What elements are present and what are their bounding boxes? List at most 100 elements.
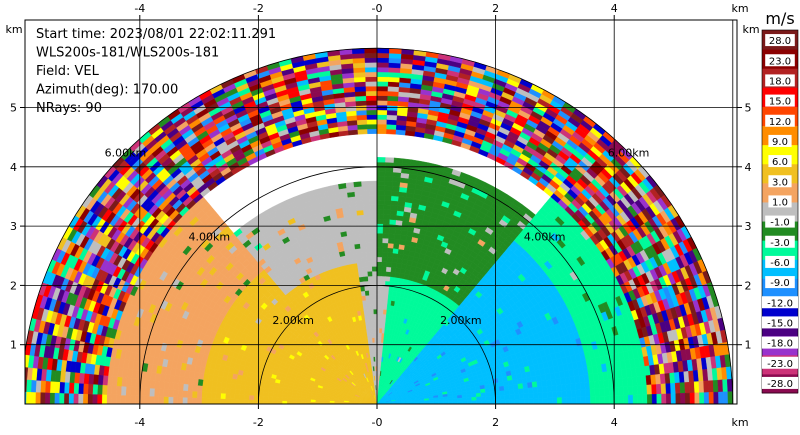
velocity-cell bbox=[376, 119, 388, 125]
velocity-cell bbox=[376, 85, 389, 92]
velocity-cell bbox=[366, 309, 371, 315]
velocity-cell bbox=[385, 275, 391, 282]
velocity-cell bbox=[388, 52, 402, 59]
velocity-cell bbox=[366, 261, 373, 268]
velocity-cell bbox=[389, 214, 398, 221]
velocity-cell bbox=[387, 86, 400, 92]
velocity-cell bbox=[220, 398, 226, 404]
velocity-cell bbox=[372, 294, 378, 300]
velocity-cell bbox=[376, 308, 381, 315]
velocity-cell bbox=[249, 385, 256, 392]
velocity-cell bbox=[376, 66, 390, 73]
velocity-cell bbox=[130, 386, 136, 396]
velocity-cell bbox=[381, 270, 387, 277]
velocity-cell bbox=[87, 393, 93, 404]
velocity-cell bbox=[130, 395, 136, 404]
velocity-cell bbox=[263, 391, 269, 397]
velocity-cell bbox=[39, 391, 46, 404]
velocity-cell bbox=[356, 214, 365, 221]
velocity-cell bbox=[369, 209, 378, 215]
velocity-cell bbox=[59, 381, 65, 394]
velocity-cell bbox=[120, 394, 126, 404]
velocity-cell bbox=[101, 384, 108, 395]
velocity-cell bbox=[365, 90, 378, 97]
velocity-cell bbox=[354, 195, 364, 202]
velocity-cell bbox=[365, 85, 378, 92]
velocity-cell bbox=[234, 388, 241, 395]
velocity-cell bbox=[97, 384, 103, 395]
velocity-cell bbox=[187, 383, 194, 392]
velocity-cell bbox=[168, 396, 174, 404]
velocity-cell bbox=[149, 379, 156, 389]
velocity-cell bbox=[376, 237, 384, 244]
velocity-cell bbox=[154, 380, 161, 390]
velocity-cell bbox=[277, 396, 283, 401]
velocity-cell bbox=[383, 199, 392, 206]
velocity-cell bbox=[354, 243, 361, 250]
velocity-cell bbox=[360, 247, 367, 254]
velocity-cell bbox=[365, 294, 370, 301]
velocity-cell bbox=[384, 190, 393, 197]
velocity-cell bbox=[243, 394, 250, 400]
velocity-cell bbox=[359, 242, 367, 249]
velocity-cell bbox=[391, 186, 401, 192]
velocity-cell bbox=[367, 270, 373, 277]
velocity-cell bbox=[182, 383, 189, 392]
velocity-cell bbox=[225, 393, 231, 400]
velocity-cell bbox=[361, 190, 370, 197]
velocity-cell bbox=[149, 387, 155, 397]
velocity-cell bbox=[380, 280, 386, 286]
velocity-cell bbox=[393, 238, 401, 245]
velocity-cell bbox=[215, 392, 222, 399]
velocity-cell bbox=[376, 57, 390, 63]
velocity-cell bbox=[376, 128, 387, 135]
velocity-cell bbox=[384, 166, 394, 173]
velocity-cell bbox=[382, 228, 390, 234]
velocity-cell bbox=[25, 354, 30, 368]
velocity-cell bbox=[376, 266, 383, 272]
velocity-cell bbox=[253, 399, 259, 404]
velocity-cell bbox=[371, 256, 378, 263]
velocity-cell bbox=[376, 294, 382, 300]
velocity-cell bbox=[111, 385, 117, 396]
velocity-cell bbox=[388, 76, 401, 83]
velocity-cell bbox=[163, 381, 170, 390]
velocity-cell bbox=[356, 119, 368, 126]
velocity-cell bbox=[355, 200, 364, 207]
velocity-cell bbox=[73, 382, 80, 394]
velocity-cell bbox=[352, 62, 366, 69]
velocity-cell bbox=[356, 209, 365, 216]
velocity-cell bbox=[380, 289, 386, 296]
velocity-cell bbox=[353, 272, 360, 279]
velocity-cell bbox=[383, 218, 391, 225]
velocity-cell bbox=[353, 181, 363, 188]
velocity-cell bbox=[376, 166, 386, 172]
velocity-cell bbox=[386, 261, 393, 268]
velocity-cell bbox=[356, 109, 368, 116]
velocity-cell bbox=[361, 180, 370, 187]
velocity-cell bbox=[379, 313, 384, 320]
velocity-cell bbox=[366, 252, 373, 258]
velocity-cell bbox=[388, 223, 397, 230]
velocity-cell bbox=[44, 392, 51, 404]
velocity-cell bbox=[63, 381, 70, 394]
velocity-cell bbox=[163, 388, 170, 397]
velocity-cell bbox=[30, 391, 36, 404]
velocity-cell bbox=[369, 294, 374, 301]
velocity-cell bbox=[277, 400, 283, 404]
velocity-cell bbox=[368, 180, 378, 187]
velocity-cell bbox=[364, 62, 378, 68]
velocity-cell bbox=[356, 257, 363, 264]
velocity-cell bbox=[355, 100, 367, 107]
velocity-cell bbox=[376, 318, 381, 324]
velocity-cell bbox=[392, 248, 400, 254]
velocity-cell bbox=[388, 71, 401, 78]
velocity-cell bbox=[364, 233, 372, 239]
velocity-cell bbox=[272, 400, 278, 404]
velocity-cell bbox=[172, 396, 179, 404]
velocity-cell bbox=[345, 182, 355, 189]
velocity-cell bbox=[144, 387, 151, 397]
velocity-cell bbox=[388, 238, 395, 244]
velocity-cell bbox=[386, 266, 392, 273]
velocity-cell bbox=[106, 394, 112, 404]
